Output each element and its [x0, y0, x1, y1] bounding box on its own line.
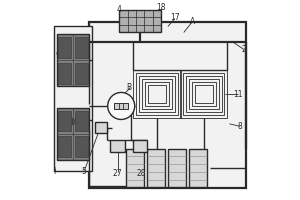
Bar	[89, 22, 246, 188]
Bar	[136, 73, 178, 115]
Bar	[75, 136, 88, 157]
Bar	[75, 63, 88, 84]
Bar	[183, 73, 224, 115]
Bar	[58, 111, 71, 131]
Bar	[110, 140, 124, 152]
Bar	[126, 149, 144, 187]
Text: B: B	[127, 83, 132, 92]
Bar	[192, 82, 215, 106]
Bar	[133, 140, 147, 152]
Bar	[186, 76, 221, 112]
Bar	[58, 37, 71, 58]
Bar	[180, 70, 227, 118]
Circle shape	[108, 92, 135, 119]
Bar	[145, 82, 169, 106]
Bar	[148, 85, 166, 103]
Bar	[189, 149, 207, 187]
Bar	[58, 63, 71, 84]
Text: 4: 4	[117, 5, 122, 14]
Text: A: A	[190, 17, 195, 26]
Bar	[124, 103, 128, 109]
Bar	[142, 79, 172, 109]
Bar	[139, 76, 175, 112]
Text: 10: 10	[69, 118, 78, 127]
Bar	[168, 149, 186, 187]
Bar	[57, 34, 89, 86]
Text: 28: 28	[136, 169, 146, 178]
Bar	[195, 85, 213, 103]
Bar	[75, 37, 88, 58]
Text: 5: 5	[81, 167, 86, 176]
Bar	[119, 103, 124, 109]
Bar	[114, 103, 119, 109]
Text: 2: 2	[242, 45, 247, 54]
Text: 9: 9	[55, 51, 60, 60]
Bar	[119, 10, 161, 32]
Bar	[95, 122, 107, 133]
Bar	[54, 26, 92, 171]
Bar	[57, 108, 89, 160]
Text: 17: 17	[170, 13, 180, 22]
Bar	[114, 103, 128, 109]
Text: 27: 27	[112, 169, 122, 178]
Bar	[189, 79, 218, 109]
Bar	[147, 149, 165, 187]
Bar	[58, 136, 71, 157]
Text: 11: 11	[234, 90, 243, 99]
Text: 18: 18	[156, 3, 166, 12]
Bar	[133, 70, 181, 118]
Text: 8: 8	[238, 122, 243, 131]
Bar	[75, 111, 88, 131]
Text: I: I	[53, 167, 56, 176]
